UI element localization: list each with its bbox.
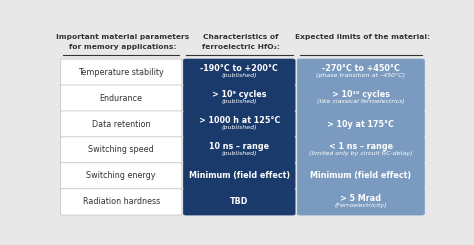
Text: > 10y at 175°C: > 10y at 175°C <box>328 120 394 129</box>
Text: (published): (published) <box>221 125 257 130</box>
Text: > 1000 h at 125°C: > 1000 h at 125°C <box>199 116 280 125</box>
FancyBboxPatch shape <box>297 189 424 215</box>
Text: (published): (published) <box>221 73 257 78</box>
Text: < 1 ns – range: < 1 ns – range <box>329 142 393 151</box>
FancyBboxPatch shape <box>60 163 182 189</box>
Text: (limited only by circuit RC-delay): (limited only by circuit RC-delay) <box>309 151 412 156</box>
FancyBboxPatch shape <box>183 137 295 163</box>
FancyBboxPatch shape <box>297 59 424 85</box>
Text: Expected limits of the material:: Expected limits of the material: <box>295 34 430 40</box>
Text: Temperature stability: Temperature stability <box>78 68 164 77</box>
FancyBboxPatch shape <box>183 189 295 215</box>
Text: (published): (published) <box>221 99 257 104</box>
FancyBboxPatch shape <box>297 137 424 163</box>
Text: > 10⁹ cycles: > 10⁹ cycles <box>212 90 266 99</box>
Text: > 10¹⁵ cycles: > 10¹⁵ cycles <box>332 90 390 99</box>
Text: Data retention: Data retention <box>92 120 150 129</box>
Text: (phase transition at –450°C): (phase transition at –450°C) <box>316 73 405 78</box>
FancyBboxPatch shape <box>183 163 295 189</box>
FancyBboxPatch shape <box>297 111 424 137</box>
FancyBboxPatch shape <box>297 85 424 111</box>
Text: Important material parameters: Important material parameters <box>56 34 189 40</box>
FancyBboxPatch shape <box>183 59 295 85</box>
Text: Switching speed: Switching speed <box>88 146 154 155</box>
Text: Minimum (field effect): Minimum (field effect) <box>189 172 290 180</box>
Text: (Ferroelectricity): (Ferroelectricity) <box>335 203 387 208</box>
Text: ferroelectric HfO₂:: ferroelectric HfO₂: <box>202 44 280 49</box>
FancyBboxPatch shape <box>183 111 295 137</box>
FancyBboxPatch shape <box>60 85 182 111</box>
FancyBboxPatch shape <box>60 59 182 85</box>
Text: Endurance: Endurance <box>100 94 143 103</box>
Text: -190°C to +200°C: -190°C to +200°C <box>201 64 278 74</box>
Text: (like classical ferroelectrics): (like classical ferroelectrics) <box>317 99 405 104</box>
Text: TBD: TBD <box>230 197 248 206</box>
Text: > 5 Mrad: > 5 Mrad <box>340 194 382 203</box>
FancyBboxPatch shape <box>60 189 182 215</box>
Text: Minimum (field effect): Minimum (field effect) <box>310 172 411 180</box>
Text: Characteristics of: Characteristics of <box>203 34 278 40</box>
FancyBboxPatch shape <box>297 163 424 189</box>
FancyBboxPatch shape <box>183 85 295 111</box>
Text: Radiation hardness: Radiation hardness <box>82 197 160 206</box>
Text: for memory applications:: for memory applications: <box>69 44 176 49</box>
FancyBboxPatch shape <box>60 111 182 137</box>
FancyBboxPatch shape <box>60 137 182 163</box>
Text: (published): (published) <box>221 151 257 156</box>
Text: -270°C to +450°C: -270°C to +450°C <box>322 64 400 74</box>
Text: 10 ns – range: 10 ns – range <box>209 142 269 151</box>
Text: Switching energy: Switching energy <box>86 172 156 180</box>
